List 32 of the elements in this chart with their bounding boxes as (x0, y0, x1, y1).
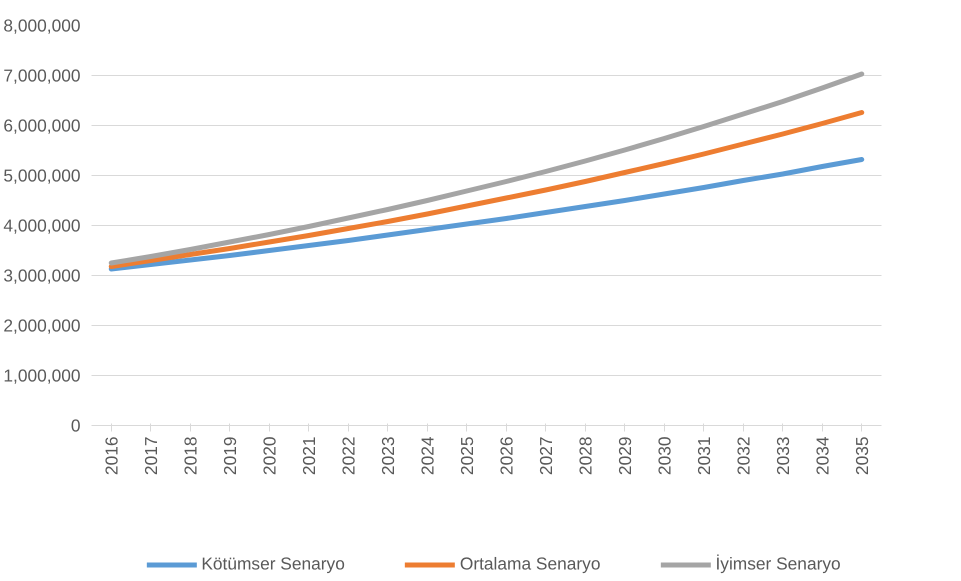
y-tick-label: 4,000,000 (3, 216, 81, 236)
x-tick-label: 2034 (812, 436, 832, 476)
y-tick-label: 1,000,000 (3, 366, 81, 386)
x-tick-label: 2020 (259, 436, 280, 476)
x-tick-label: 2018 (180, 436, 200, 476)
x-tick-label: 2017 (140, 436, 161, 476)
x-tick-label: 2025 (456, 436, 477, 476)
y-tick-label: 5,000,000 (3, 166, 81, 186)
legend-label: Kötümser Senaryo (201, 554, 345, 575)
x-tick-label: 2031 (694, 436, 714, 476)
legend-label: İyimser Senaryo (715, 554, 841, 575)
x-tick-label: 2024 (417, 436, 438, 476)
y-tick-label: 2,000,000 (3, 316, 81, 336)
x-tick-label: 2035 (852, 436, 872, 476)
x-tick-label: 2027 (536, 436, 556, 476)
y-tick-label: 8,000,000 (3, 16, 81, 36)
x-tick-label: 2026 (496, 436, 516, 476)
x-tick-label: 2033 (772, 436, 793, 476)
x-tick-label: 2021 (298, 436, 319, 476)
x-tick-label: 2032 (733, 436, 754, 476)
y-tick-label: 6,000,000 (3, 116, 81, 136)
x-tick-label: 2019 (220, 436, 240, 476)
y-tick-label: 0 (70, 416, 81, 436)
y-tick-label: 7,000,000 (3, 66, 81, 86)
x-tick-label: 2029 (614, 436, 635, 476)
x-tick-label: 2016 (101, 436, 122, 476)
legend-label: Ortalama Senaryo (460, 554, 600, 575)
y-tick-label: 3,000,000 (3, 266, 81, 286)
x-tick-label: 2022 (338, 436, 358, 476)
x-tick-label: 2028 (575, 436, 596, 476)
x-tick-label: 2023 (378, 436, 398, 476)
x-tick-label: 2030 (654, 436, 674, 476)
